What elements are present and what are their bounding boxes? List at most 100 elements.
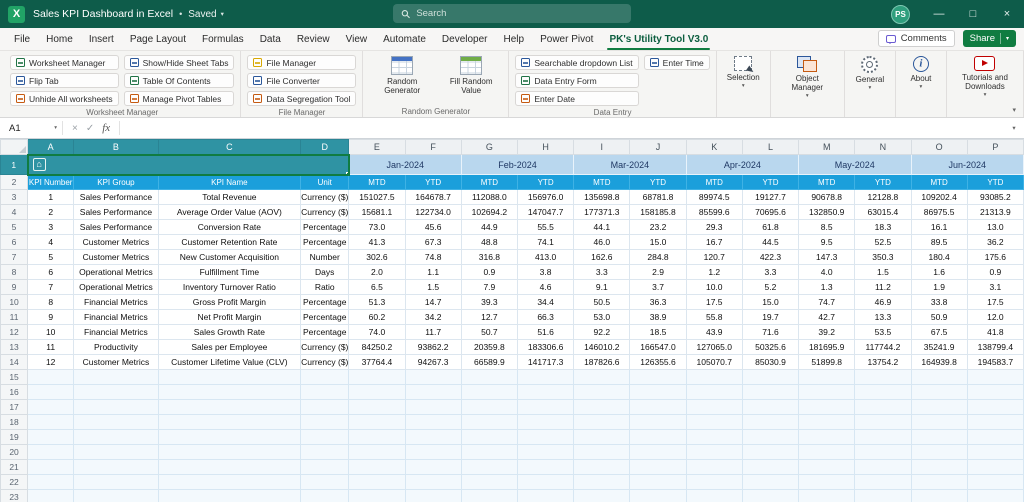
cell-kpi-group[interactable]: Customer Metrics — [73, 249, 159, 265]
empty-cell[interactable] — [910, 459, 968, 475]
empty-cell[interactable] — [573, 474, 631, 490]
cell-value[interactable]: 284.8 — [629, 249, 687, 265]
row-header-18[interactable]: 18 — [0, 414, 29, 430]
cell-value[interactable]: 164939.8 — [910, 354, 968, 370]
cell-value[interactable]: 162.6 — [573, 249, 631, 265]
empty-cell[interactable] — [157, 444, 302, 460]
enter-icon[interactable]: ✓ — [85, 122, 95, 134]
cell-value[interactable]: 51.6 — [516, 324, 575, 340]
column-header-i[interactable]: I — [573, 139, 631, 155]
empty-cell[interactable] — [854, 459, 912, 475]
cell-value[interactable]: 66589.9 — [460, 354, 518, 370]
empty-cell[interactable] — [910, 384, 968, 400]
cell-value[interactable]: 18.3 — [854, 219, 912, 235]
cell-value[interactable]: 48.8 — [460, 234, 518, 250]
empty-cell[interactable] — [573, 414, 631, 430]
header-feb-2024-mtd[interactable]: MTD — [460, 174, 518, 190]
column-header-m[interactable]: M — [798, 139, 856, 155]
ribbon-button-object-manager[interactable]: Object Manager ▾ — [777, 55, 838, 100]
row-header-4[interactable]: 4 — [0, 204, 29, 220]
tab-review[interactable]: Review — [296, 33, 330, 45]
empty-cell[interactable] — [629, 474, 687, 490]
empty-cell[interactable] — [966, 444, 1024, 460]
search-box[interactable] — [393, 4, 631, 23]
empty-cell[interactable] — [516, 474, 575, 490]
cell-kpi-group[interactable]: Sales Performance — [73, 204, 159, 220]
ribbon-button-about[interactable]: About▾ — [902, 55, 940, 91]
header-may-2024-mtd[interactable]: MTD — [798, 174, 856, 190]
empty-cell[interactable] — [685, 399, 743, 415]
cell-value[interactable]: 50.9 — [910, 309, 968, 325]
cell-kpi-group[interactable]: Customer Metrics — [73, 354, 159, 370]
cell-kpi-number[interactable]: 6 — [27, 264, 75, 280]
cell-value[interactable]: 177371.3 — [573, 204, 631, 220]
header-jun-2024-mtd[interactable]: MTD — [910, 174, 968, 190]
empty-cell[interactable] — [685, 414, 743, 430]
empty-cell[interactable] — [798, 414, 856, 430]
cell-kpi-name[interactable]: Net Profit Margin — [157, 309, 302, 325]
cell-unit[interactable]: Currency ($) — [300, 339, 350, 355]
ribbon-button-selection[interactable]: Selection ▾ — [723, 55, 764, 90]
cell-value[interactable]: 141717.3 — [516, 354, 575, 370]
row-header-1[interactable]: 1 — [0, 154, 29, 175]
row-header-8[interactable]: 8 — [0, 264, 29, 280]
comments-button[interactable]: Comments — [877, 30, 955, 47]
cell-kpi-group[interactable]: Operational Metrics — [73, 279, 159, 295]
cell-value[interactable]: 44.9 — [460, 219, 518, 235]
cell-value[interactable]: 422.3 — [741, 249, 800, 265]
name-box[interactable]: A1 ▾ — [0, 118, 62, 138]
save-status[interactable]: Saved — [188, 8, 217, 20]
cell-kpi-group[interactable]: Sales Performance — [73, 219, 159, 235]
cell-unit[interactable]: Percentage — [300, 294, 350, 310]
cell-value[interactable]: 23.2 — [629, 219, 687, 235]
empty-cell[interactable] — [460, 384, 518, 400]
empty-cell[interactable] — [516, 459, 575, 475]
cell-value[interactable]: 19127.7 — [741, 189, 800, 205]
ribbon-button-fill-random-value[interactable]: Fill Random Value — [440, 55, 502, 96]
row-header-6[interactable]: 6 — [0, 234, 29, 250]
empty-cell[interactable] — [404, 384, 462, 400]
empty-cell[interactable] — [573, 489, 631, 502]
empty-cell[interactable] — [157, 399, 302, 415]
empty-cell[interactable] — [460, 429, 518, 445]
cell-value[interactable]: 94267.3 — [404, 354, 462, 370]
cell-value[interactable]: 67.3 — [404, 234, 462, 250]
column-header-p[interactable]: P — [966, 139, 1024, 155]
cell-kpi-number[interactable]: 5 — [27, 249, 75, 265]
cell-value[interactable]: 147.3 — [798, 249, 856, 265]
header-apr-2024-mtd[interactable]: MTD — [685, 174, 743, 190]
ribbon-button-file-converter[interactable]: File Converter — [247, 73, 357, 88]
cell-value[interactable]: 50.5 — [573, 294, 631, 310]
empty-cell[interactable] — [685, 369, 743, 385]
row-header-16[interactable]: 16 — [0, 384, 29, 400]
empty-cell[interactable] — [157, 474, 302, 490]
empty-cell[interactable] — [516, 414, 575, 430]
empty-cell[interactable] — [854, 369, 912, 385]
cell-kpi-group[interactable]: Operational Metrics — [73, 264, 159, 280]
cell-value[interactable]: 41.8 — [966, 324, 1024, 340]
empty-cell[interactable] — [300, 369, 350, 385]
cell-kpi-number[interactable]: 7 — [27, 279, 75, 295]
row-header-22[interactable]: 22 — [0, 474, 29, 490]
cell-value[interactable]: 126355.6 — [629, 354, 687, 370]
ribbon-button-show-hide-sheet-tabs[interactable]: Show/Hide Sheet Tabs — [123, 55, 235, 70]
cell-value[interactable]: 12.7 — [460, 309, 518, 325]
column-header-f[interactable]: F — [404, 139, 462, 155]
cell-kpi-number[interactable]: 1 — [27, 189, 75, 205]
cell-value[interactable]: 29.3 — [685, 219, 743, 235]
empty-cell[interactable] — [629, 459, 687, 475]
empty-cell[interactable] — [348, 489, 406, 502]
cell-kpi-name[interactable]: Sales Growth Rate — [157, 324, 302, 340]
cell-value[interactable]: 135698.8 — [573, 189, 631, 205]
empty-cell[interactable] — [157, 384, 302, 400]
save-status-chevron-icon[interactable]: ▾ — [220, 11, 224, 18]
cell-value[interactable]: 84250.2 — [348, 339, 406, 355]
empty-cell[interactable] — [300, 414, 350, 430]
header-kpi-number[interactable]: KPI Number — [27, 174, 75, 190]
cell-kpi-group[interactable]: Sales Performance — [73, 189, 159, 205]
collapse-ribbon-icon[interactable]: ▾ — [1012, 107, 1016, 114]
empty-cell[interactable] — [348, 414, 406, 430]
empty-cell[interactable] — [741, 414, 800, 430]
close-button[interactable]: × — [1003, 8, 1011, 20]
empty-cell[interactable] — [741, 489, 800, 502]
